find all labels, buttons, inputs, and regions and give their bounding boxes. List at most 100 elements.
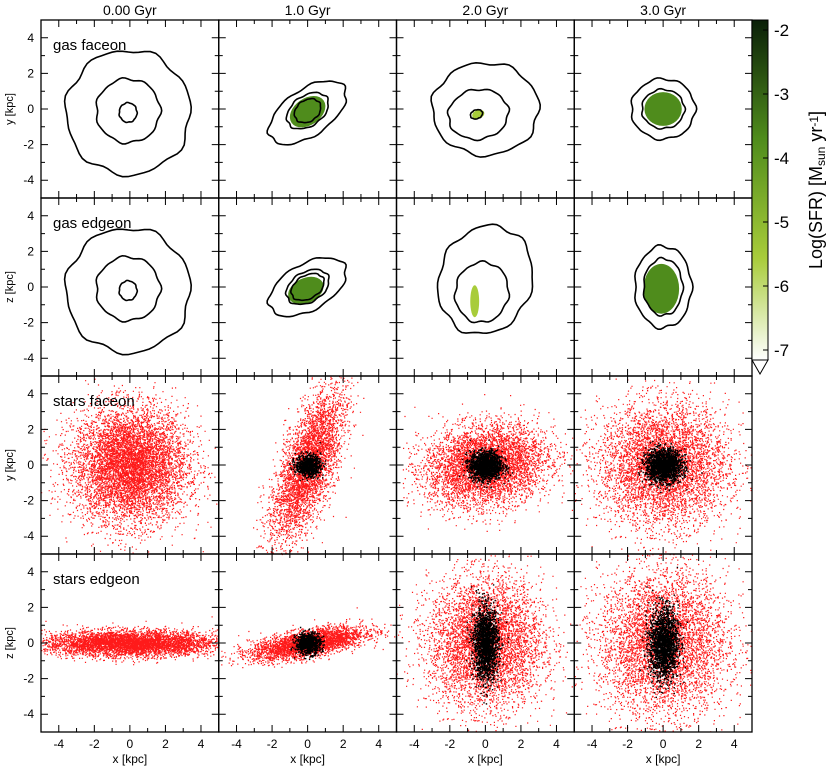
star-particles [41, 376, 752, 732]
gas-contour [118, 279, 139, 302]
x-tick-label: -4 [231, 737, 242, 751]
core-stars [465, 584, 510, 705]
x-tick-label: 4 [731, 737, 738, 751]
gas-panel-0-3 [630, 77, 698, 142]
x-tick-label: -4 [587, 737, 598, 751]
halo-stars [41, 378, 218, 556]
core-stars [637, 438, 703, 493]
column-title-1: 1.0 Gyr [285, 2, 331, 18]
row-label-2: stars faceon [53, 393, 135, 410]
column-title-0: 0.00 Gyr [103, 2, 157, 18]
gas-panel-0-2 [430, 61, 542, 158]
gas-contour [285, 91, 329, 130]
column-title-3: 3.0 Gyr [640, 2, 686, 18]
gas-panel-0-1 [266, 80, 348, 146]
x-tick-label: 4 [375, 737, 382, 751]
x-tick-label: 2 [695, 737, 702, 751]
colorbar-gradient [751, 19, 769, 361]
colorbar: -2 -3 -4 -5 -6 -7 Log(SFR) [Msun yr-1] [751, 19, 828, 376]
y-tick-label: -4 [23, 173, 34, 187]
x-axis-label-3: x [kpc] [646, 752, 681, 766]
gas-contour [266, 80, 348, 146]
y-axis-label-3: z [kpc] [4, 627, 16, 659]
gas-panel-1-3 [634, 243, 694, 330]
x-tick-label: 2 [518, 737, 525, 751]
colorbar-extend-arrow [751, 359, 769, 376]
y-tick-label: 2 [27, 600, 34, 614]
sfr-region [644, 92, 682, 126]
y-tick-label: -2 [23, 494, 34, 508]
gas-panel-0-0 [63, 50, 193, 178]
x-tick-label: -2 [444, 737, 455, 751]
star-panel-3-1 [221, 607, 396, 669]
x-tick-label: -2 [267, 737, 278, 751]
y-tick-label: 0 [27, 280, 34, 294]
y-tick-label: 0 [27, 458, 34, 472]
y-tick-label: 4 [27, 387, 34, 401]
halo-stars [41, 616, 220, 666]
gas-contour [63, 50, 193, 178]
star-panel-3-3 [574, 554, 752, 732]
gas-contour [436, 223, 534, 335]
star-panel-2-3 [574, 378, 752, 556]
colorbar-tick-label: -5 [774, 213, 789, 232]
gas-contour [95, 254, 163, 323]
gas-contour [266, 256, 347, 318]
axis-labels: 0.00 Gyr 1.0 Gyr 2.0 Gyr 3.0 Gyr gas faceon -… [4, 2, 738, 766]
sfr-region [643, 263, 680, 314]
x-tick-label: -4 [53, 737, 64, 751]
y-tick-label: 0 [27, 102, 34, 116]
colorbar-label: Log(SFR) [Msun yr-1] [806, 111, 828, 269]
core-stars [458, 439, 514, 489]
x-tick-label: 0 [660, 737, 667, 751]
gas-contour [289, 272, 325, 302]
colorbar-tick-label: -6 [774, 277, 789, 296]
x-axis-label-2: x [kpc] [468, 752, 503, 766]
gas-contour [640, 87, 687, 130]
tick-marks [41, 20, 752, 732]
gas-contour [642, 256, 685, 317]
gas-contour [634, 243, 694, 330]
x-tick-label: 4 [553, 737, 560, 751]
core-stars [288, 442, 327, 482]
gas-contour [293, 97, 322, 124]
y-tick-label: 0 [27, 636, 34, 650]
axis-ticks [41, 20, 752, 732]
y-tick-label: -2 [23, 138, 34, 152]
x-tick-label: -2 [89, 737, 100, 751]
y-tick-label: -2 [23, 316, 34, 330]
core-stars [290, 626, 325, 661]
x-tick-label: 0 [482, 737, 489, 751]
x-tick-label: 0 [127, 737, 134, 751]
core-stars [639, 566, 688, 698]
sfr-region [470, 285, 480, 318]
y-tick-label: 2 [27, 422, 34, 436]
gas-contour [430, 61, 542, 158]
x-tick-label: 2 [340, 737, 347, 751]
y-axis-label-0: y [kpc] [4, 93, 16, 125]
colorbar-tick-label: -2 [774, 21, 789, 40]
row-label-0: gas faceon [53, 37, 126, 54]
y-tick-label: -2 [23, 672, 34, 686]
column-title-2: 2.0 Gyr [462, 2, 508, 18]
gas-contour [453, 259, 511, 324]
colorbar-tick-label: -3 [774, 85, 789, 104]
row-label-3: stars edgeon [53, 571, 140, 588]
y-tick-label: 4 [27, 209, 34, 223]
x-tick-label: 0 [304, 737, 311, 751]
y-tick-label: 2 [27, 244, 34, 258]
y-tick-label: -4 [23, 707, 34, 721]
x-tick-label: -2 [622, 737, 633, 751]
gas-contour [95, 76, 163, 145]
gas-contour [446, 88, 511, 142]
row-label-1: gas edgeon [53, 215, 131, 232]
star-panel-3-2 [396, 554, 573, 732]
y-axis-label-1: z [kpc] [4, 271, 16, 303]
gas-panel-1-0 [63, 228, 193, 356]
gas-panel-1-2 [436, 223, 534, 335]
star-panel-2-2 [402, 394, 574, 532]
star-panel-2-0 [41, 378, 218, 556]
colorbar-tick-label: -7 [774, 341, 789, 360]
gas-contour [469, 108, 484, 120]
